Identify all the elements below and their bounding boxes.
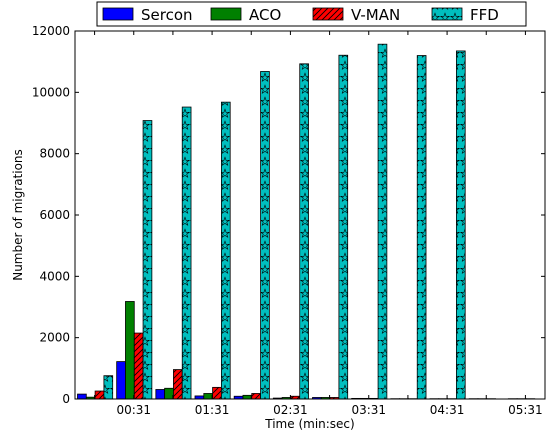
x-tick-label: 01:31 (195, 403, 230, 417)
y-axis-title: Number of migrations (11, 149, 25, 281)
bar-aco-4 (242, 394, 253, 400)
bars-layer (77, 43, 536, 400)
bar-ffd-2 (181, 106, 192, 400)
y-tick-label: 0 (62, 392, 70, 406)
y-tick-label: 4000 (39, 269, 70, 283)
bar-sercon-2 (155, 389, 166, 400)
bar-v-man-1 (133, 332, 144, 400)
y-tick-label: 6000 (39, 208, 70, 222)
bar-ffd-7 (377, 43, 388, 400)
bar-sercon-0 (77, 393, 87, 400)
bar-aco-3 (203, 393, 214, 400)
legend-swatch-aco (210, 7, 242, 21)
bar-v-man-3 (212, 386, 222, 400)
legend-swatch-ffd (431, 7, 463, 21)
bar-ffd-0 (103, 375, 114, 400)
x-axis-title: Time (min:sec) (264, 417, 354, 431)
bar-v-man-0 (94, 390, 105, 400)
bar-sercon-1 (116, 361, 126, 400)
bar-ffd-8 (416, 55, 427, 400)
bar-ffd-5 (299, 63, 309, 400)
bar-ffd-9 (455, 50, 466, 400)
x-tick-label: 02:31 (273, 403, 308, 417)
y-tick-label: 10000 (32, 85, 70, 99)
bar-ffd-4 (260, 71, 270, 400)
x-tick-label: 04:31 (430, 403, 465, 417)
bar-aco-1 (125, 301, 135, 400)
y-tick-label: 8000 (39, 147, 70, 161)
legend-label-sercon: Sercon (141, 6, 193, 24)
legend-label-v-man: V-MAN (351, 6, 400, 24)
legend-label-aco: ACO (249, 6, 281, 24)
legend: Sercon ACO V-MAN FFD (96, 1, 527, 27)
bar-v-man-2 (173, 369, 183, 400)
x-tick-label: 05:31 (508, 403, 543, 417)
legend-label-ffd: FFD (470, 6, 499, 24)
axes: 0 2000 4000 6000 8000 10000 12000 00:31 01:31 02:… (32, 24, 546, 417)
bar-ffd-3 (220, 101, 231, 400)
bar-ffd-6 (338, 54, 349, 400)
legend-swatch-sercon (102, 7, 134, 21)
bar-ffd-1 (142, 120, 153, 400)
x-tick-label: 00:31 (116, 403, 151, 417)
y-tick-label: 12000 (32, 24, 70, 38)
y-tick-label: 2000 (39, 331, 70, 345)
legend-swatch-v-man (312, 7, 344, 21)
bar-aco-2 (164, 387, 174, 400)
bar-v-man-4 (251, 393, 261, 400)
x-tick-label: 03:31 (351, 403, 386, 417)
